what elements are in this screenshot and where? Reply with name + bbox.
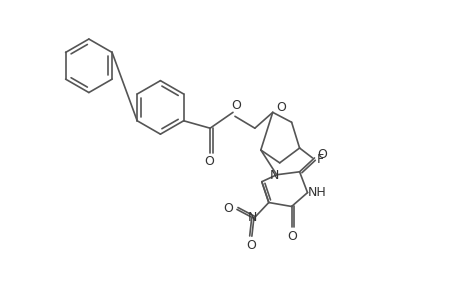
Text: O: O [204, 155, 213, 168]
Text: O: O [246, 238, 255, 252]
Text: NH: NH [308, 186, 326, 199]
Text: O: O [223, 202, 232, 215]
Text: O: O [287, 230, 297, 243]
Text: O: O [230, 99, 241, 112]
Text: F: F [316, 153, 323, 167]
Text: O: O [317, 148, 327, 161]
Text: N: N [248, 211, 257, 224]
Text: O: O [275, 101, 285, 114]
Text: N: N [269, 169, 279, 182]
